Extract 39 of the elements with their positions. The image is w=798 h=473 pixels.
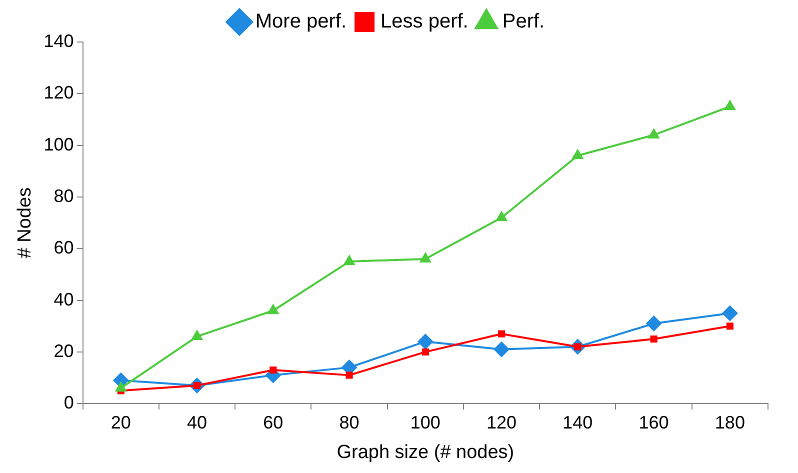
x-axis-title: Graph size (# nodes) <box>336 442 514 463</box>
point <box>646 316 662 332</box>
x-tick-label: 120 <box>486 412 517 432</box>
y-tick-label: 0 <box>64 392 74 413</box>
point <box>422 348 429 356</box>
y-tick-label: 60 <box>54 238 74 258</box>
point <box>650 335 658 343</box>
x-tick-label: 180 <box>714 412 745 432</box>
y-tick-label: 100 <box>44 134 74 154</box>
point <box>498 330 506 338</box>
y-axis-title: # Nodes <box>14 187 36 258</box>
x-tick-label: 80 <box>339 412 360 432</box>
point <box>267 304 280 314</box>
y-tick-label: 120 <box>44 82 74 103</box>
x-tick-label: 140 <box>562 412 593 432</box>
point <box>724 100 736 110</box>
point <box>726 322 734 330</box>
legend-label: More perf. <box>255 10 347 33</box>
point <box>417 334 434 350</box>
point <box>343 254 356 266</box>
point <box>495 210 508 222</box>
point <box>648 128 660 138</box>
point <box>722 305 738 322</box>
x-tick-label: 160 <box>638 412 669 432</box>
y-tick-label: 40 <box>54 289 74 310</box>
legend-label: Less perf. <box>380 10 468 33</box>
y-tick-label: 140 <box>44 30 74 51</box>
x-tick-label: 60 <box>263 412 284 432</box>
point <box>346 372 353 379</box>
x-tick-label: 100 <box>410 412 440 432</box>
point <box>419 252 432 262</box>
x-tick-label: 20 <box>110 412 131 432</box>
point <box>572 148 584 160</box>
legend-label: Perf. <box>502 10 545 33</box>
y-tick-label: 80 <box>54 186 74 206</box>
point <box>494 341 510 358</box>
y-tick-label: 20 <box>54 340 74 361</box>
point <box>270 366 277 374</box>
x-tick-label: 40 <box>187 412 208 432</box>
